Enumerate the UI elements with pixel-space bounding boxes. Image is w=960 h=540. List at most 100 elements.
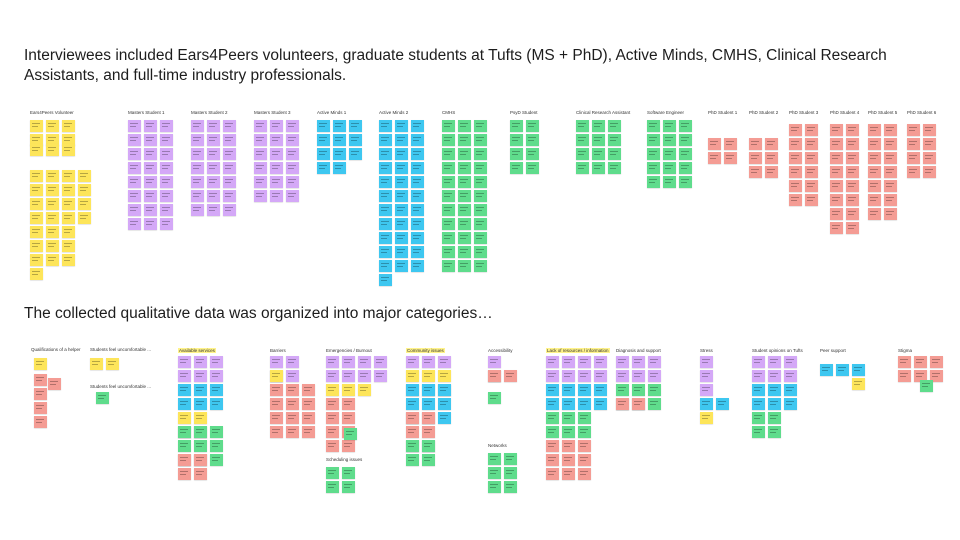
sticky-note xyxy=(458,148,471,160)
sticky-note xyxy=(178,370,191,382)
sticky-note xyxy=(632,398,645,410)
sticky-note xyxy=(458,120,471,132)
sticky-note xyxy=(830,124,843,136)
sticky-note xyxy=(765,166,778,178)
sticky-note xyxy=(178,384,191,396)
sticky-note xyxy=(342,440,355,452)
sticky-note xyxy=(679,162,692,174)
sticky-note xyxy=(46,226,59,238)
sticky-note xyxy=(62,212,75,224)
sticky-note xyxy=(923,152,936,164)
sticky-note xyxy=(458,246,471,258)
sticky-note xyxy=(442,176,455,188)
sticky-note xyxy=(474,204,487,216)
sticky-note xyxy=(884,166,897,178)
sticky-note xyxy=(592,120,605,132)
sticky-note xyxy=(358,356,371,368)
sticky-note xyxy=(923,166,936,178)
sticky-note xyxy=(422,370,435,382)
sticky-note xyxy=(546,398,559,410)
sticky-note xyxy=(194,426,207,438)
interview-group-label: PsyD Student xyxy=(510,110,538,115)
interview-group-label: PhD Student 5 xyxy=(868,110,898,115)
sticky-note xyxy=(30,184,43,196)
sticky-note xyxy=(160,218,173,230)
sticky-note xyxy=(317,134,330,146)
sticky-note xyxy=(663,134,676,146)
sticky-note xyxy=(194,398,207,410)
sticky-note xyxy=(442,246,455,258)
sticky-note xyxy=(488,356,501,368)
sticky-note xyxy=(342,356,355,368)
sticky-note xyxy=(708,152,721,164)
sticky-note xyxy=(647,120,660,132)
sticky-note xyxy=(194,454,207,466)
sticky-note xyxy=(442,232,455,244)
sticky-note xyxy=(286,120,299,132)
sticky-note xyxy=(716,398,729,410)
sticky-note xyxy=(270,162,283,174)
sticky-note xyxy=(898,370,911,382)
sticky-note xyxy=(488,392,501,404)
sticky-note xyxy=(438,384,451,396)
sticky-note xyxy=(752,398,765,410)
sticky-note xyxy=(326,467,339,479)
sticky-note xyxy=(395,148,408,160)
sticky-note xyxy=(526,148,539,160)
sticky-note xyxy=(223,134,236,146)
sticky-note xyxy=(830,180,843,192)
sticky-note xyxy=(647,134,660,146)
sticky-note xyxy=(422,412,435,424)
sticky-note xyxy=(406,384,419,396)
sticky-note xyxy=(358,384,371,396)
interview-group-label: Masters Student 2 xyxy=(191,110,228,115)
sticky-note xyxy=(270,176,283,188)
sticky-note xyxy=(930,370,943,382)
sticky-note xyxy=(562,398,575,410)
sticky-note xyxy=(406,426,419,438)
sticky-note xyxy=(286,426,299,438)
sticky-note xyxy=(898,356,911,368)
sticky-note xyxy=(191,190,204,202)
sticky-note xyxy=(411,162,424,174)
sticky-note xyxy=(342,467,355,479)
sticky-note xyxy=(474,148,487,160)
sticky-note xyxy=(210,384,223,396)
sticky-note xyxy=(907,166,920,178)
sticky-note xyxy=(546,468,559,480)
sticky-note xyxy=(30,268,43,280)
sticky-note xyxy=(178,356,191,368)
sticky-note xyxy=(379,218,392,230)
sticky-note xyxy=(592,134,605,146)
category-group-label: Stigma xyxy=(898,348,913,353)
sticky-note xyxy=(286,412,299,424)
interview-group-label: PhD Student 2 xyxy=(749,110,779,115)
sticky-note xyxy=(663,176,676,188)
sticky-note xyxy=(379,260,392,272)
sticky-note xyxy=(504,370,517,382)
sticky-note xyxy=(46,120,59,132)
sticky-note xyxy=(379,120,392,132)
sticky-note xyxy=(48,378,61,390)
sticky-note xyxy=(765,138,778,150)
sticky-note xyxy=(526,162,539,174)
interview-group-label: Active Minds 1 xyxy=(317,110,347,115)
sticky-note xyxy=(805,194,818,206)
sticky-note xyxy=(395,176,408,188)
sticky-note xyxy=(144,120,157,132)
sticky-note xyxy=(326,426,339,438)
sticky-note xyxy=(422,384,435,396)
sticky-note xyxy=(846,194,859,206)
sticky-note xyxy=(395,204,408,216)
sticky-note xyxy=(578,398,591,410)
sticky-note xyxy=(223,162,236,174)
sticky-note xyxy=(616,384,629,396)
sticky-note xyxy=(128,176,141,188)
sticky-note xyxy=(411,134,424,146)
sticky-note xyxy=(254,148,267,160)
sticky-note xyxy=(62,254,75,266)
sticky-note xyxy=(914,370,927,382)
interview-group-label: Software Engineer xyxy=(647,110,685,115)
sticky-note xyxy=(789,152,802,164)
sticky-note xyxy=(342,398,355,410)
